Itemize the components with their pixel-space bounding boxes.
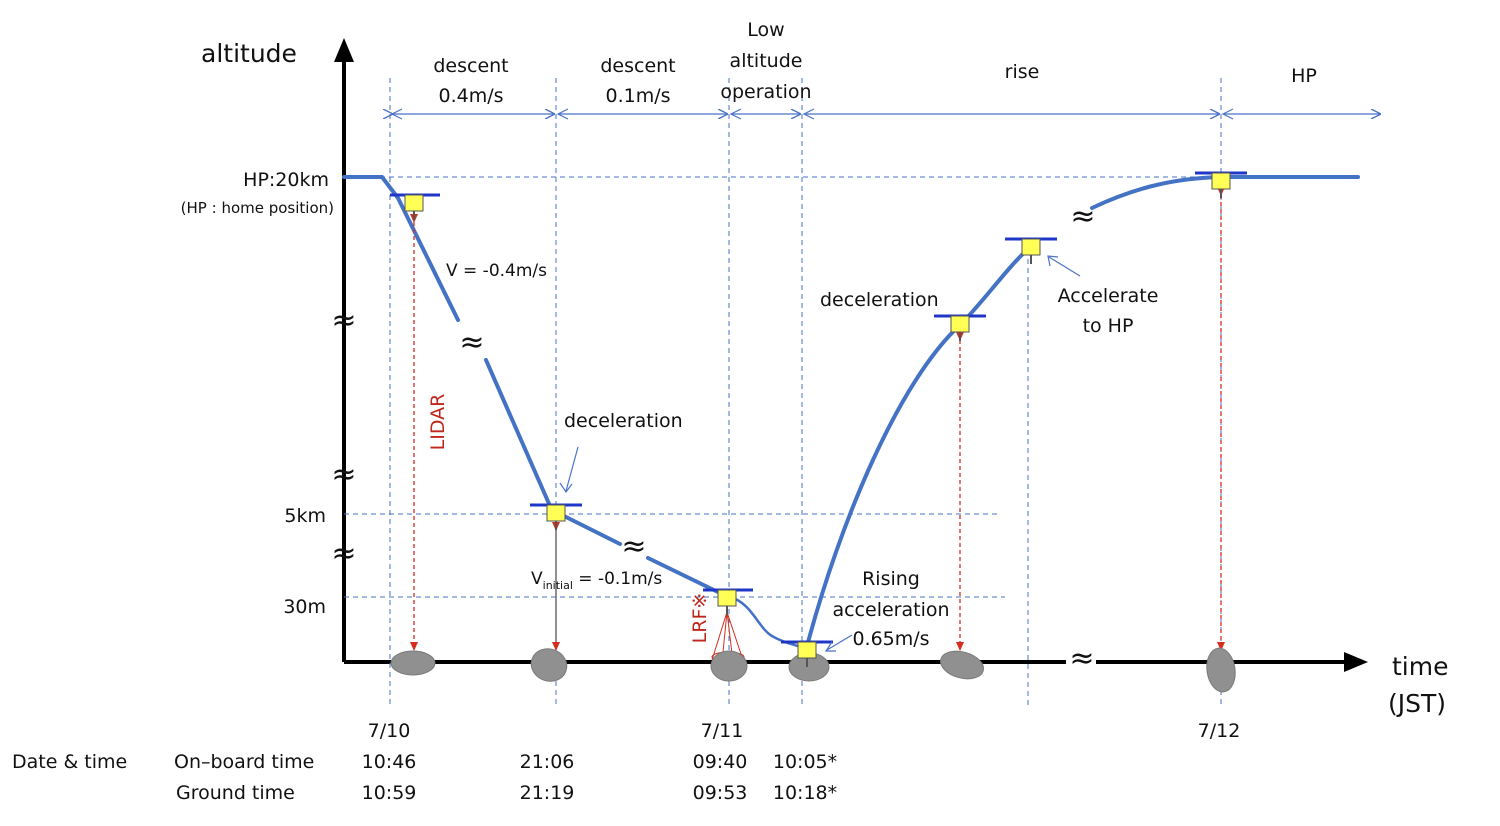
rising-label-3: 0.65m/s (852, 628, 929, 650)
y-break-2: ≈ (331, 457, 356, 492)
curve-break-2: ≈ (621, 529, 646, 564)
spacecraft-icon (1005, 237, 1057, 264)
rock-6 (1206, 647, 1236, 693)
x-axis-unit: (JST) (1388, 689, 1446, 718)
phase-low-altitude-3: operation (720, 81, 811, 103)
spacecraft-icon (390, 193, 440, 220)
profile-descent-2-lower (646, 556, 722, 595)
phase-descent-2: descent (600, 55, 675, 77)
ground-rocks (390, 647, 1236, 693)
x-break: ≈ (1069, 641, 1094, 676)
rock-1 (390, 650, 436, 676)
table-row-header: Date & time (12, 751, 127, 773)
curve-break-1: ≈ (459, 325, 484, 360)
rock-2 (530, 648, 568, 682)
phase-labels: descent 0.4m/s descent 0.1m/s Low altitu… (433, 19, 1317, 107)
phase-descent-1-rate: 0.4m/s (438, 85, 503, 107)
profile-descent-1-upper (396, 196, 460, 322)
spacecraft-icon (703, 588, 753, 615)
spacecraft-icon (934, 314, 986, 341)
initial-velocity-label: Vinitial = -0.1m/s (531, 569, 662, 592)
time-guides (389, 78, 1222, 705)
phase-arrows (392, 108, 1380, 120)
x-axis-break-gap (1066, 652, 1096, 672)
break-marks: ≈ ≈ ≈ ≈ ≈ ≈ ≈ (331, 199, 1095, 676)
profile-rise-lower (804, 245, 1032, 652)
spacecraft-icon (781, 640, 833, 667)
profile-descent-1-lower (484, 358, 552, 508)
phase-rise: rise (1005, 61, 1040, 83)
y-break-1: ≈ (331, 303, 356, 338)
rising-label-1: Rising (862, 568, 920, 590)
lidar-label: LIDAR (427, 394, 449, 451)
spacecraft-icons (390, 171, 1247, 667)
onboard-time: 21:06 (520, 751, 575, 773)
hp-level-note: (HP : home position) (181, 199, 334, 217)
phase-low-altitude-2: altitude (730, 50, 803, 72)
rock-5 (939, 650, 985, 680)
onboard-time: 10:46 (362, 751, 417, 773)
deceleration-label-1: deceleration (564, 410, 683, 432)
ground-time: 10:59 (362, 782, 417, 804)
accelerate-label-2: to HP (1083, 315, 1134, 337)
ground-time: 10:18* (773, 782, 837, 804)
date-7-11: 7/11 (701, 720, 744, 742)
thirty-m-label: 30m (283, 596, 326, 618)
y-axis-arrowhead (334, 38, 354, 62)
spacecraft-icon (530, 503, 582, 530)
date-7-12: 7/12 (1198, 720, 1241, 742)
five-km-label: 5km (284, 505, 326, 527)
descent-velocity-label: V = -0.4m/s (446, 261, 547, 281)
axes (334, 38, 1368, 672)
curve-break-3: ≈ (1070, 199, 1095, 234)
rock-3 (710, 650, 748, 682)
level-guides (344, 176, 1225, 598)
y-axis-label: altitude (201, 39, 297, 68)
laser-measurements (410, 187, 1225, 651)
x-axis-label: time (1392, 652, 1448, 681)
phase-low-altitude-1: Low (747, 19, 784, 41)
profile-descent-2-upper (558, 512, 622, 546)
rising-label-2: acceleration (832, 599, 949, 621)
altitude-profile (342, 175, 1360, 652)
profile-hp-start (342, 175, 400, 200)
phase-descent-2-rate: 0.1m/s (605, 85, 670, 107)
accelerate-label-1: Accelerate (1058, 285, 1159, 307)
onboard-time: 10:05* (773, 751, 837, 773)
ground-time: 09:53 (693, 782, 748, 804)
spacecraft-icon (1195, 171, 1247, 198)
phase-descent-1: descent (433, 55, 508, 77)
hp-level-label: HP:20km (243, 169, 329, 191)
onboard-time: 09:40 (693, 751, 748, 773)
ground-time: 21:19 (520, 782, 575, 804)
profile-low-altitude (728, 595, 806, 650)
deceleration-label-2: deceleration (820, 289, 939, 311)
onboard-time-label: On–board time (174, 751, 314, 773)
time-table: Date & time On–board time Ground time 10… (12, 751, 837, 804)
date-7-10: 7/10 (368, 720, 411, 742)
x-axis-arrowhead (1344, 652, 1368, 672)
annotation-pointers (559, 255, 1081, 652)
phase-hp: HP (1291, 65, 1317, 87)
pointer-deceleration-1 (565, 446, 579, 492)
lrf-label: LRF※ (689, 593, 711, 644)
pointer-rising (826, 634, 853, 651)
ground-time-label: Ground time (176, 782, 295, 804)
y-break-3: ≈ (331, 536, 356, 571)
pointer-accelerate (1048, 256, 1081, 277)
